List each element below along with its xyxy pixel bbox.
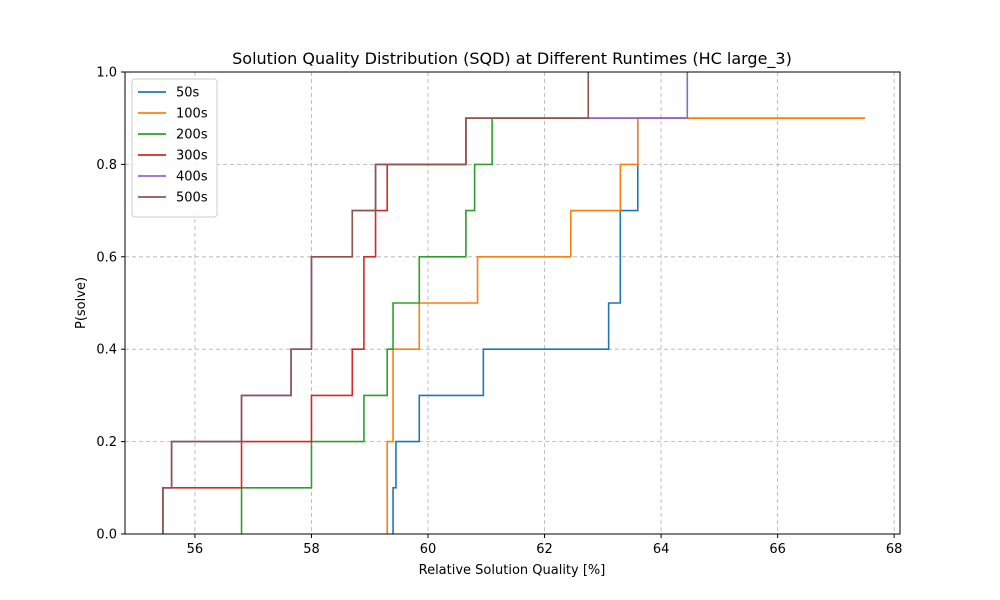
series-line-500s bbox=[162, 72, 590, 534]
y-tick-label: 0.4 bbox=[96, 343, 117, 358]
legend-entry: 50s bbox=[176, 86, 200, 101]
y-tick-label: 0.2 bbox=[96, 435, 117, 450]
y-tick-label: 0.0 bbox=[96, 528, 117, 543]
legend-entry: 400s bbox=[176, 170, 208, 185]
series-layer bbox=[162, 72, 866, 534]
legend-entry: 200s bbox=[176, 128, 208, 143]
legend: 50s 100s 200s 300s 400s 500s bbox=[131, 78, 218, 218]
legend-entry: 300s bbox=[176, 149, 208, 164]
plot-frame bbox=[124, 71, 901, 535]
x-axis-label: Relative Solution Quality [%] bbox=[419, 563, 606, 578]
x-tick-label: 62 bbox=[536, 542, 553, 557]
x-tick-label: 68 bbox=[886, 542, 903, 557]
tick-layer: 56 58 60 62 64 66 68 0.0 0.2 0.4 0.6 0.8 1.0 bbox=[96, 66, 902, 558]
x-tick-label: 66 bbox=[769, 542, 786, 557]
x-tick-label: 56 bbox=[187, 542, 204, 557]
y-tick-label: 0.6 bbox=[96, 250, 117, 265]
y-axis-label: P(solve) bbox=[74, 277, 89, 329]
x-tick-label: 60 bbox=[420, 542, 437, 557]
y-tick-label: 0.8 bbox=[96, 158, 117, 173]
x-tick-label: 58 bbox=[303, 542, 320, 557]
legend-entry: 500s bbox=[176, 191, 208, 206]
series-line-100s bbox=[386, 117, 866, 534]
y-tick-label: 1.0 bbox=[96, 66, 117, 81]
chart-title: Solution Quality Distribution (SQD) at D… bbox=[232, 49, 792, 69]
series-line-50s bbox=[392, 117, 866, 534]
x-tick-label: 64 bbox=[653, 542, 670, 557]
legend-entry: 100s bbox=[176, 107, 208, 122]
